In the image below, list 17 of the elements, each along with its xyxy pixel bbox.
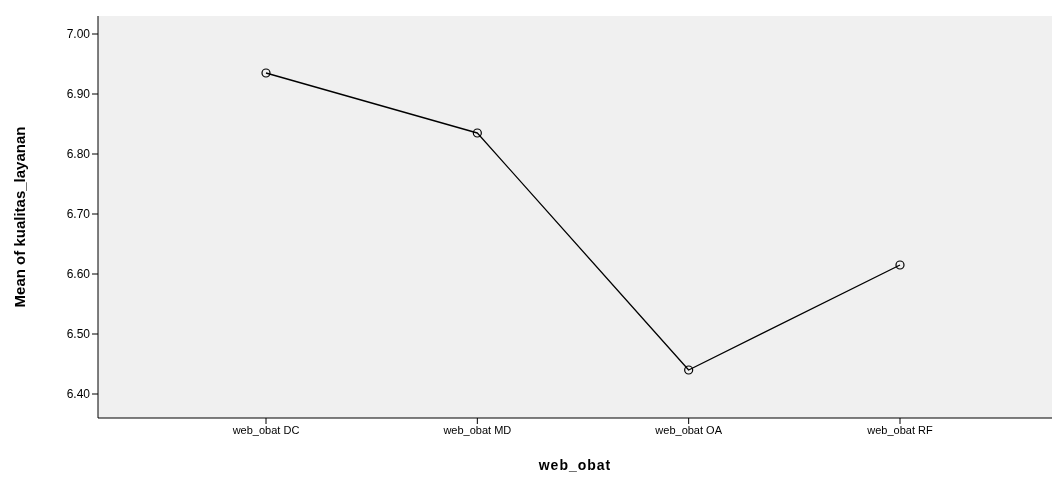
x-axis-title: web_obat bbox=[537, 457, 612, 473]
y-tick-label: 7.00 bbox=[66, 27, 91, 42]
point bbox=[261, 68, 271, 78]
y-axis-title: Mean of kualitas_layanan bbox=[11, 126, 29, 308]
y-tick-label: 6.60 bbox=[66, 267, 91, 282]
x-tick-label: web_obat DC bbox=[231, 423, 300, 436]
x-tick-label: web_obat OA bbox=[654, 423, 723, 436]
point bbox=[684, 365, 694, 375]
y-tick-label: 6.70 bbox=[66, 207, 91, 222]
y-tick-label: 6.40 bbox=[66, 387, 91, 402]
y-tick-label: 6.90 bbox=[66, 87, 91, 102]
point bbox=[895, 260, 905, 270]
x-tick-label: web_obat MD bbox=[442, 423, 512, 436]
y-tick-label: 6.50 bbox=[66, 327, 91, 342]
point bbox=[472, 128, 482, 138]
x-tick-label: web_obat RF bbox=[866, 423, 933, 436]
y-tick-label: 6.80 bbox=[66, 147, 91, 162]
